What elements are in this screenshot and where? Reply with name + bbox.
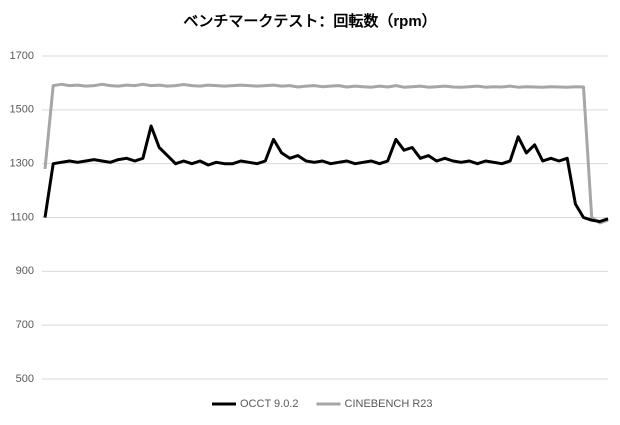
series-line	[43, 82, 609, 225]
series-line	[43, 124, 609, 223]
y-tick-label: 1700	[10, 50, 34, 62]
y-tick-label: 1300	[10, 158, 34, 170]
y-tick-label: 900	[16, 265, 34, 277]
legend-label: CINEBENCH R23	[345, 398, 433, 410]
y-tick-label: 500	[16, 373, 34, 385]
y-tick-label: 1100	[10, 211, 34, 223]
chart-title: ベンチマークテスト：回転数（rpm）	[183, 12, 436, 30]
y-tick-label: 1500	[10, 104, 34, 116]
legend-label: OCCT 9.0.2	[240, 398, 299, 410]
y-tick-label: 700	[16, 319, 34, 331]
